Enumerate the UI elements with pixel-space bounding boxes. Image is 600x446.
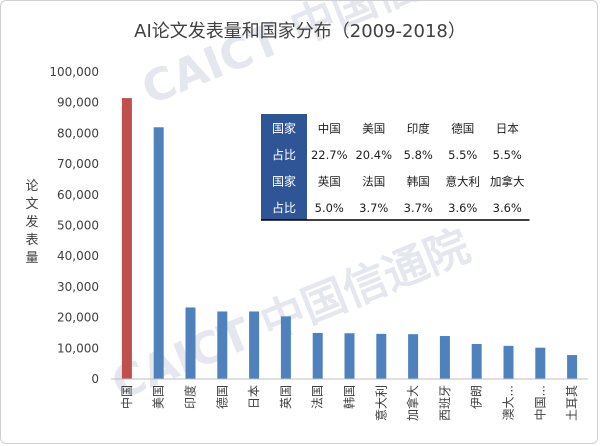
share-table-cell: 意大利 bbox=[446, 174, 481, 188]
share-table-cell: 22.7% bbox=[311, 148, 348, 162]
bar bbox=[249, 311, 260, 379]
chart-title: AI论文发表量和国家分布（2009-2018） bbox=[134, 21, 466, 42]
bar bbox=[471, 344, 482, 379]
y-axis-title-char: 表 bbox=[25, 233, 38, 248]
bar bbox=[376, 333, 387, 379]
x-tick-label: 中国... bbox=[532, 385, 547, 420]
bar bbox=[185, 307, 196, 379]
share-table-cell: 日本 bbox=[496, 121, 519, 135]
bar bbox=[280, 316, 291, 379]
share-table-cell: 加拿大 bbox=[490, 174, 525, 188]
x-tick-label: 英国 bbox=[279, 385, 293, 409]
share-table-cell: 20.4% bbox=[355, 148, 392, 162]
share-table-row-header: 国家 bbox=[272, 173, 296, 188]
share-table-cell: 韩国 bbox=[407, 174, 430, 188]
bars bbox=[121, 98, 578, 379]
x-tick-label: 加拿大 bbox=[405, 385, 420, 421]
x-tick-label: 印度 bbox=[183, 385, 198, 409]
x-tick-label: 法国 bbox=[311, 385, 325, 409]
x-tick-label: 韩国 bbox=[342, 385, 357, 409]
svg-text:CAICT 中国信通院: CAICT 中国信通院 bbox=[135, 0, 507, 115]
x-tick-label: 伊朗 bbox=[470, 385, 484, 409]
share-table-cell: 3.6% bbox=[448, 201, 477, 215]
y-tick-label: 80,000 bbox=[57, 126, 99, 140]
y-tick-label: 60,000 bbox=[57, 188, 99, 202]
share-table-cell: 3.7% bbox=[359, 201, 388, 215]
bar bbox=[153, 127, 164, 379]
y-tick-label: 70,000 bbox=[57, 157, 99, 171]
y-axis-title-char: 发 bbox=[25, 214, 38, 230]
share-table-cell: 德国 bbox=[451, 121, 474, 135]
share-table-row-header: 国家 bbox=[272, 120, 296, 135]
y-axis-title: 论文发表量 bbox=[25, 179, 38, 266]
x-tick-label: 西班牙 bbox=[438, 385, 452, 421]
y-axis-title-char: 量 bbox=[25, 251, 38, 266]
bar bbox=[312, 332, 323, 379]
bar bbox=[535, 347, 546, 379]
share-table-row-header: 占比 bbox=[272, 200, 296, 215]
y-tick-label: 90,000 bbox=[57, 96, 99, 110]
y-axis-ticks: 0 10,000 20,000 30,000 40,000 50,000 60,000 70,… bbox=[49, 65, 99, 386]
share-table-row-header-cell bbox=[261, 167, 307, 194]
x-tick-label: 德国 bbox=[214, 385, 229, 409]
share-table-cell: 5.5% bbox=[448, 148, 477, 162]
y-tick-label: 50,000 bbox=[57, 219, 99, 233]
share-table-row-header-cell bbox=[261, 193, 307, 220]
x-tick-label: 日本 bbox=[247, 385, 261, 409]
share-table-cell: 美国 bbox=[362, 121, 385, 135]
share-table-cell: 5.8% bbox=[404, 148, 433, 162]
bar bbox=[439, 336, 450, 379]
share-table-row-header-cell bbox=[261, 140, 307, 167]
share-table-cell: 5.0% bbox=[315, 201, 344, 215]
share-table-cell: 印度 bbox=[407, 121, 430, 135]
x-tick-label: 澳大... bbox=[502, 385, 516, 420]
share-table-cell: 5.5% bbox=[493, 148, 522, 162]
share-table-cell: 英国 bbox=[318, 174, 341, 188]
y-tick-label: 10,000 bbox=[57, 341, 99, 355]
y-axis-title-char: 文 bbox=[25, 197, 38, 212]
x-axis-tick-labels: 中国 美国 印度 德国 日本 英国 法国 韩国 意大利 加拿大 西班牙 伊朗 澳大... 中国... 土耳其 bbox=[119, 385, 579, 421]
share-table-row-header-cell bbox=[261, 114, 307, 141]
x-tick-label: 土耳其 bbox=[565, 385, 579, 421]
x-tick-label: 美国 bbox=[152, 385, 166, 409]
share-table-cell: 3.6% bbox=[493, 201, 522, 215]
x-tick-label: 中国 bbox=[119, 385, 134, 409]
bar bbox=[408, 334, 419, 379]
bar bbox=[567, 355, 578, 379]
bar bbox=[121, 98, 132, 379]
bar bbox=[503, 345, 514, 379]
y-tick-label: 0 bbox=[91, 372, 99, 386]
y-tick-label: 30,000 bbox=[57, 280, 99, 294]
bar bbox=[217, 311, 228, 379]
share-table-cell: 中国 bbox=[318, 121, 341, 135]
y-tick-label: 100,000 bbox=[49, 65, 99, 79]
share-table-cell: 3.7% bbox=[404, 201, 433, 215]
y-tick-label: 20,000 bbox=[57, 311, 99, 325]
y-tick-label: 40,000 bbox=[57, 249, 99, 263]
y-axis-title-char: 论 bbox=[25, 179, 38, 194]
bar bbox=[344, 333, 355, 379]
share-table-cell: 法国 bbox=[362, 174, 385, 188]
x-tick-label: 意大利 bbox=[373, 385, 388, 421]
share-table-row-header: 占比 bbox=[272, 147, 296, 162]
